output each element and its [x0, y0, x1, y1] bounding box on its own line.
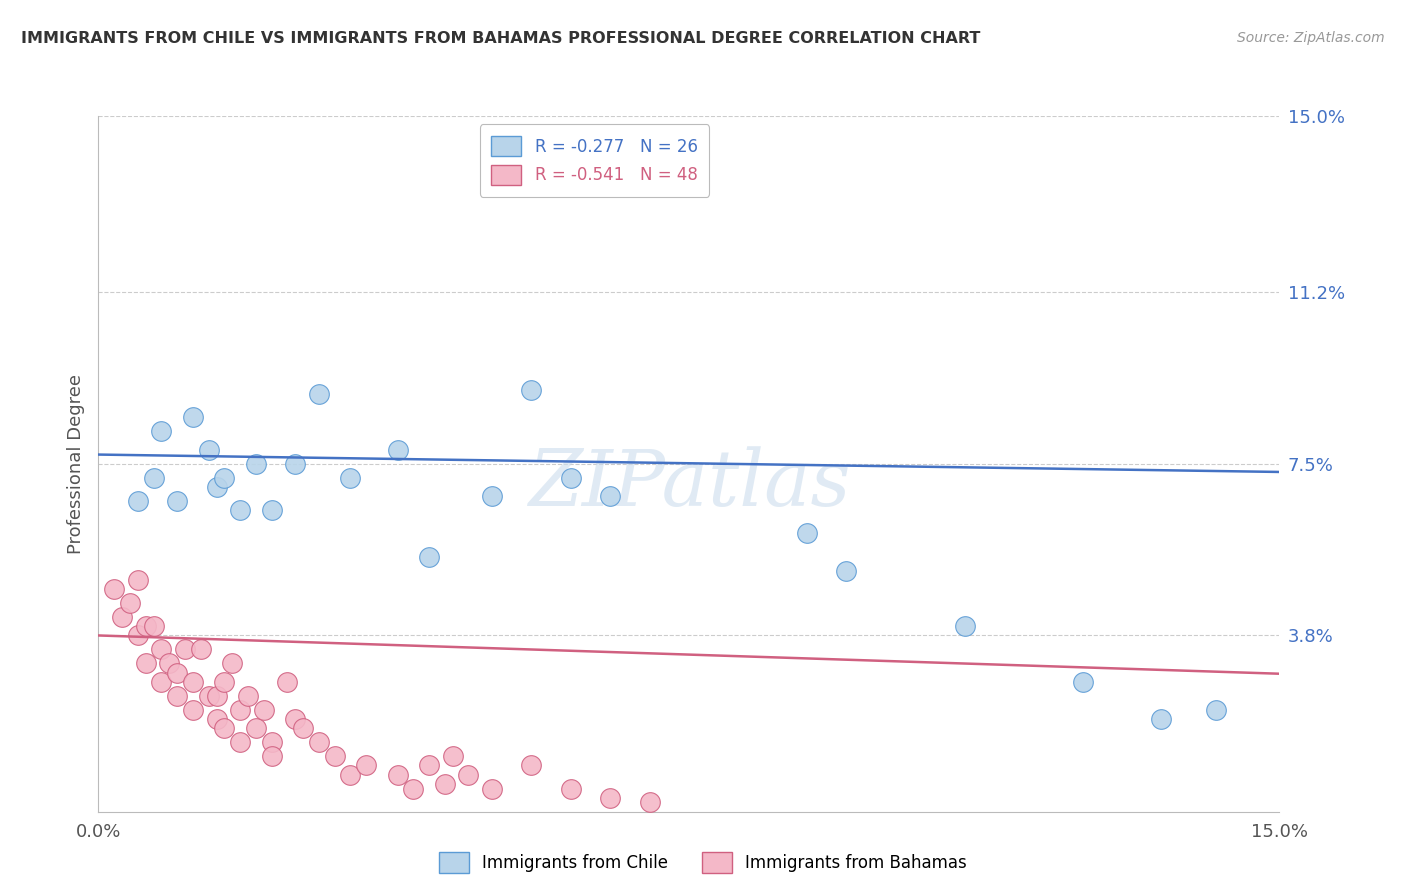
- Point: [402, 781, 425, 796]
- Legend: R = -0.277   N = 26, R = -0.541   N = 48: R = -0.277 N = 26, R = -0.541 N = 48: [479, 124, 709, 196]
- Point: [308, 387, 330, 401]
- Point: [253, 703, 276, 717]
- Point: [339, 471, 361, 485]
- Point: [441, 749, 464, 764]
- Point: [229, 735, 252, 749]
- Point: [1205, 703, 1227, 717]
- Point: [308, 735, 330, 749]
- Point: [953, 619, 976, 633]
- Point: [284, 457, 307, 471]
- Point: [221, 657, 243, 671]
- Point: [166, 494, 188, 508]
- Point: [433, 777, 456, 791]
- Point: [142, 471, 165, 485]
- Point: [135, 657, 157, 671]
- Point: [150, 642, 173, 657]
- Point: [214, 721, 236, 735]
- Point: [835, 564, 858, 578]
- Point: [418, 758, 440, 772]
- Point: [1150, 712, 1173, 726]
- Point: [560, 781, 582, 796]
- Point: [354, 758, 377, 772]
- Point: [339, 767, 361, 781]
- Point: [276, 674, 298, 689]
- Point: [292, 721, 315, 735]
- Point: [245, 457, 267, 471]
- Text: ZIPatlas: ZIPatlas: [527, 447, 851, 523]
- Point: [260, 735, 283, 749]
- Point: [142, 619, 165, 633]
- Point: [229, 503, 252, 517]
- Point: [205, 712, 228, 726]
- Point: [157, 657, 180, 671]
- Point: [284, 712, 307, 726]
- Y-axis label: Professional Degree: Professional Degree: [66, 374, 84, 554]
- Point: [1071, 674, 1094, 689]
- Point: [638, 796, 661, 810]
- Text: Source: ZipAtlas.com: Source: ZipAtlas.com: [1237, 31, 1385, 45]
- Point: [520, 758, 543, 772]
- Point: [236, 689, 259, 703]
- Point: [181, 410, 204, 425]
- Point: [174, 642, 197, 657]
- Point: [127, 573, 149, 587]
- Point: [599, 489, 621, 503]
- Point: [260, 503, 283, 517]
- Point: [323, 749, 346, 764]
- Point: [260, 749, 283, 764]
- Point: [205, 689, 228, 703]
- Point: [245, 721, 267, 735]
- Point: [599, 790, 621, 805]
- Point: [560, 471, 582, 485]
- Point: [457, 767, 479, 781]
- Point: [214, 471, 236, 485]
- Point: [127, 628, 149, 642]
- Point: [127, 494, 149, 508]
- Point: [103, 582, 125, 596]
- Point: [135, 619, 157, 633]
- Point: [118, 596, 141, 610]
- Point: [197, 442, 219, 457]
- Point: [796, 526, 818, 541]
- Point: [150, 674, 173, 689]
- Point: [214, 674, 236, 689]
- Point: [166, 665, 188, 680]
- Point: [205, 480, 228, 494]
- Legend: Immigrants from Chile, Immigrants from Bahamas: Immigrants from Chile, Immigrants from B…: [433, 846, 973, 880]
- Text: IMMIGRANTS FROM CHILE VS IMMIGRANTS FROM BAHAMAS PROFESSIONAL DEGREE CORRELATION: IMMIGRANTS FROM CHILE VS IMMIGRANTS FROM…: [21, 31, 980, 46]
- Point: [181, 703, 204, 717]
- Point: [197, 689, 219, 703]
- Point: [150, 425, 173, 439]
- Point: [229, 703, 252, 717]
- Point: [418, 549, 440, 564]
- Point: [481, 489, 503, 503]
- Point: [520, 383, 543, 397]
- Point: [387, 767, 409, 781]
- Point: [111, 610, 134, 624]
- Point: [166, 689, 188, 703]
- Point: [181, 674, 204, 689]
- Point: [387, 442, 409, 457]
- Point: [481, 781, 503, 796]
- Point: [190, 642, 212, 657]
